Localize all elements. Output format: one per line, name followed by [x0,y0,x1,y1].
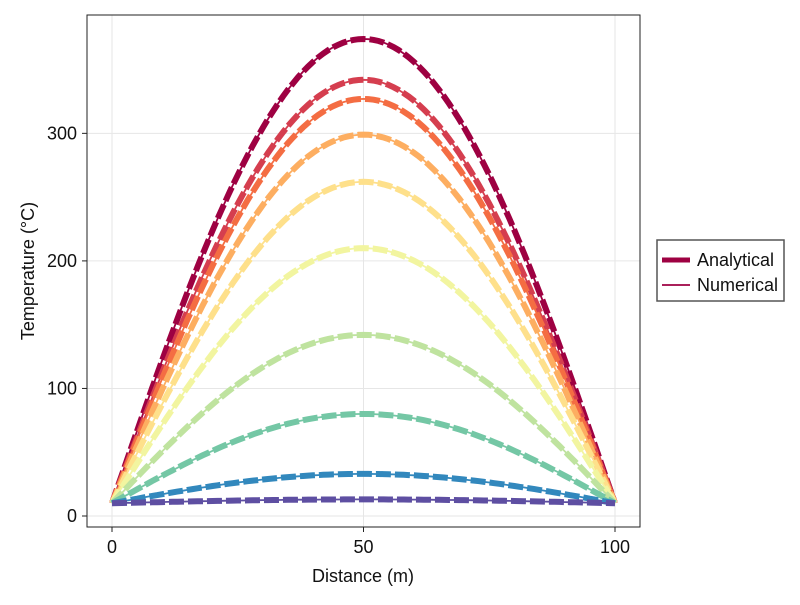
numerical-curve-t2 [111,78,616,504]
x-tick-label: 50 [353,537,373,557]
numerical-curve-t9 [111,473,616,505]
y-tick-label: 0 [67,506,77,526]
numerical-curve-t7 [111,333,616,504]
numerical-curve-t5 [111,180,616,504]
x-tick-label: 0 [107,537,117,557]
legend: Analytical Numerical [656,239,785,302]
x-axis-label: Distance (m) [312,566,414,586]
numerical-curve-t4 [111,133,616,504]
y-tick-label: 300 [47,123,77,143]
x-tick-label: 100 [600,537,630,557]
y-tick-label: 200 [47,251,77,271]
y-axis-label: Temperature (°C) [18,202,38,340]
y-tick-label: 100 [47,378,77,398]
legend-numerical-label: Numerical [697,275,778,295]
numerical-curve-t10 [111,498,616,505]
numerical-curve-t8 [111,413,616,504]
legend-analytical-label: Analytical [697,250,774,270]
numerical-curve-t3 [111,97,616,504]
numerical-curve-t6 [111,247,616,504]
legend-box [656,239,785,302]
numerical-curve-t1 [111,38,616,504]
